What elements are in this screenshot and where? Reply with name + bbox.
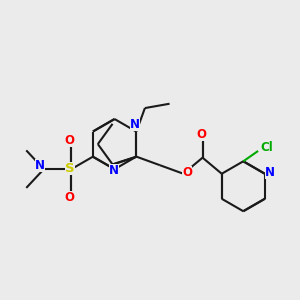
Text: O: O bbox=[182, 166, 192, 179]
Text: S: S bbox=[65, 162, 75, 175]
Text: N: N bbox=[109, 164, 119, 177]
Text: O: O bbox=[196, 128, 206, 141]
Text: N: N bbox=[266, 166, 275, 179]
Text: N: N bbox=[35, 159, 45, 172]
Text: O: O bbox=[65, 191, 75, 204]
Text: N: N bbox=[130, 118, 140, 131]
Text: O: O bbox=[65, 134, 75, 147]
Text: Cl: Cl bbox=[261, 142, 273, 154]
